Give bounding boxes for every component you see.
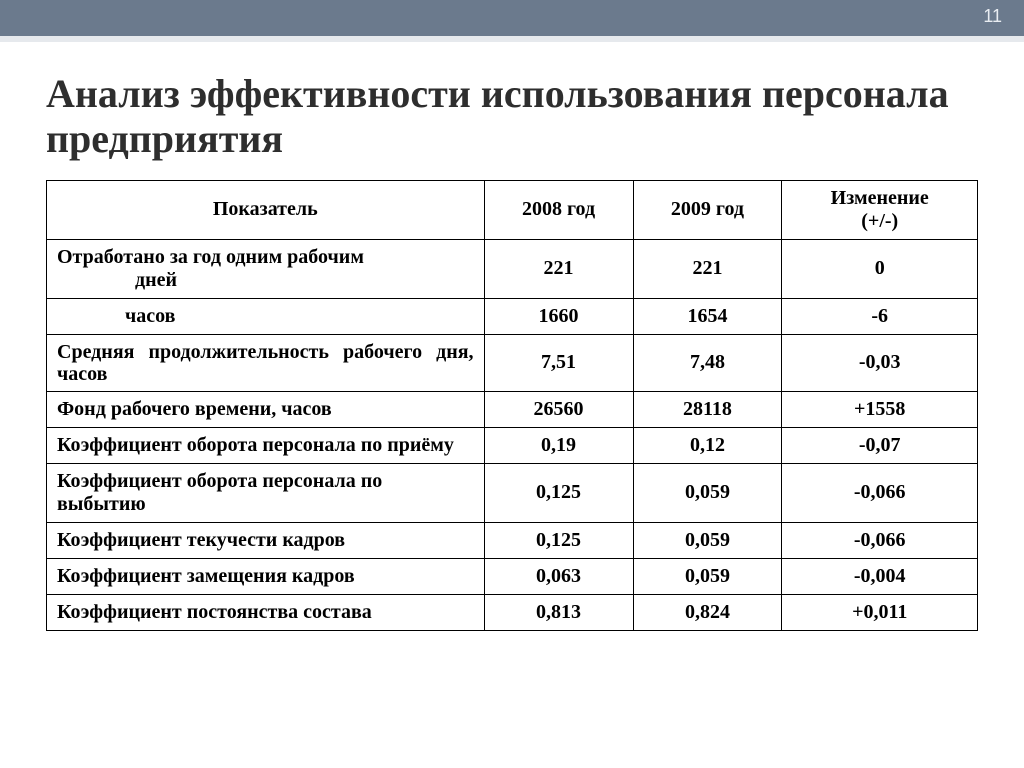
cell-2009: 0,059 — [633, 522, 782, 558]
table-row: Коэффициент оборота персонала по приёму … — [47, 427, 978, 463]
table-row: Фонд рабочего времени, часов 26560 28118… — [47, 391, 978, 427]
table-row: Коэффициент постоянства состава 0,813 0,… — [47, 594, 978, 630]
col-header-2008: 2008 год — [484, 180, 633, 239]
cell-change: -0,066 — [782, 522, 978, 558]
cell-change: -0,03 — [782, 334, 978, 391]
cell-change: -0,066 — [782, 463, 978, 522]
cell-change: -0,004 — [782, 558, 978, 594]
cell-indicator: Фонд рабочего времени, часов — [47, 391, 485, 427]
col-header-change: Изменение (+/-) — [782, 180, 978, 239]
cell-change: -6 — [782, 298, 978, 334]
cell-2008: 7,51 — [484, 334, 633, 391]
cell-indicator: Средняя продолжительность рабочего дня, … — [47, 334, 485, 391]
cell-2009: 1654 — [633, 298, 782, 334]
col-header-change-label: Изменение — [831, 187, 929, 210]
cell-indicator-line2: дней — [57, 269, 474, 292]
table-row: Коэффициент оборота персонала по выбытию… — [47, 463, 978, 522]
cell-change: -0,07 — [782, 427, 978, 463]
cell-change: 0 — [782, 239, 978, 298]
cell-indicator: Коэффициент оборота персонала по выбытию — [47, 463, 485, 522]
cell-change: +0,011 — [782, 594, 978, 630]
cell-indicator: Коэффициент постоянства состава — [47, 594, 485, 630]
table-row: Отработано за год одним рабочим дней 221… — [47, 239, 978, 298]
table-row: Коэффициент замещения кадров 0,063 0,059… — [47, 558, 978, 594]
slide: 11 Анализ эффективности использования пе… — [0, 0, 1024, 768]
cell-indicator: Коэффициент оборота персонала по приёму — [47, 427, 485, 463]
cell-2008: 1660 — [484, 298, 633, 334]
cell-2008: 0,125 — [484, 463, 633, 522]
page-number: 11 — [983, 6, 1002, 27]
table-row: часов 1660 1654 -6 — [47, 298, 978, 334]
cell-2008: 0,19 — [484, 427, 633, 463]
cell-2009: 221 — [633, 239, 782, 298]
cell-2008: 0,813 — [484, 594, 633, 630]
col-header-2009: 2009 год — [633, 180, 782, 239]
table-row: Коэффициент текучести кадров 0,125 0,059… — [47, 522, 978, 558]
cell-2009: 0,059 — [633, 558, 782, 594]
cell-2008: 221 — [484, 239, 633, 298]
cell-indicator: Отработано за год одним рабочим дней — [47, 239, 485, 298]
efficiency-table: Показатель 2008 год 2009 год Изменение (… — [46, 180, 978, 631]
cell-2008: 0,063 — [484, 558, 633, 594]
cell-change: +1558 — [782, 391, 978, 427]
cell-2009: 0,12 — [633, 427, 782, 463]
cell-indicator: Коэффициент текучести кадров — [47, 522, 485, 558]
cell-2009: 28118 — [633, 391, 782, 427]
cell-2009: 0,059 — [633, 463, 782, 522]
cell-2008: 26560 — [484, 391, 633, 427]
slide-topbar: 11 — [0, 0, 1024, 37]
cell-2009: 7,48 — [633, 334, 782, 391]
cell-indicator-line1: Отработано за год одним рабочим — [57, 246, 474, 269]
col-header-indicator: Показатель — [47, 180, 485, 239]
table-header-row: Показатель 2008 год 2009 год Изменение (… — [47, 180, 978, 239]
cell-indicator: Коэффициент замещения кадров — [47, 558, 485, 594]
slide-title: Анализ эффективности использования персо… — [46, 72, 978, 162]
cell-indicator: часов — [47, 298, 485, 334]
col-header-change-sublabel: (+/-) — [861, 210, 898, 233]
table-row: Средняя продолжительность рабочего дня, … — [47, 334, 978, 391]
cell-2008: 0,125 — [484, 522, 633, 558]
cell-2009: 0,824 — [633, 594, 782, 630]
slide-content: Анализ эффективности использования персо… — [46, 72, 978, 631]
